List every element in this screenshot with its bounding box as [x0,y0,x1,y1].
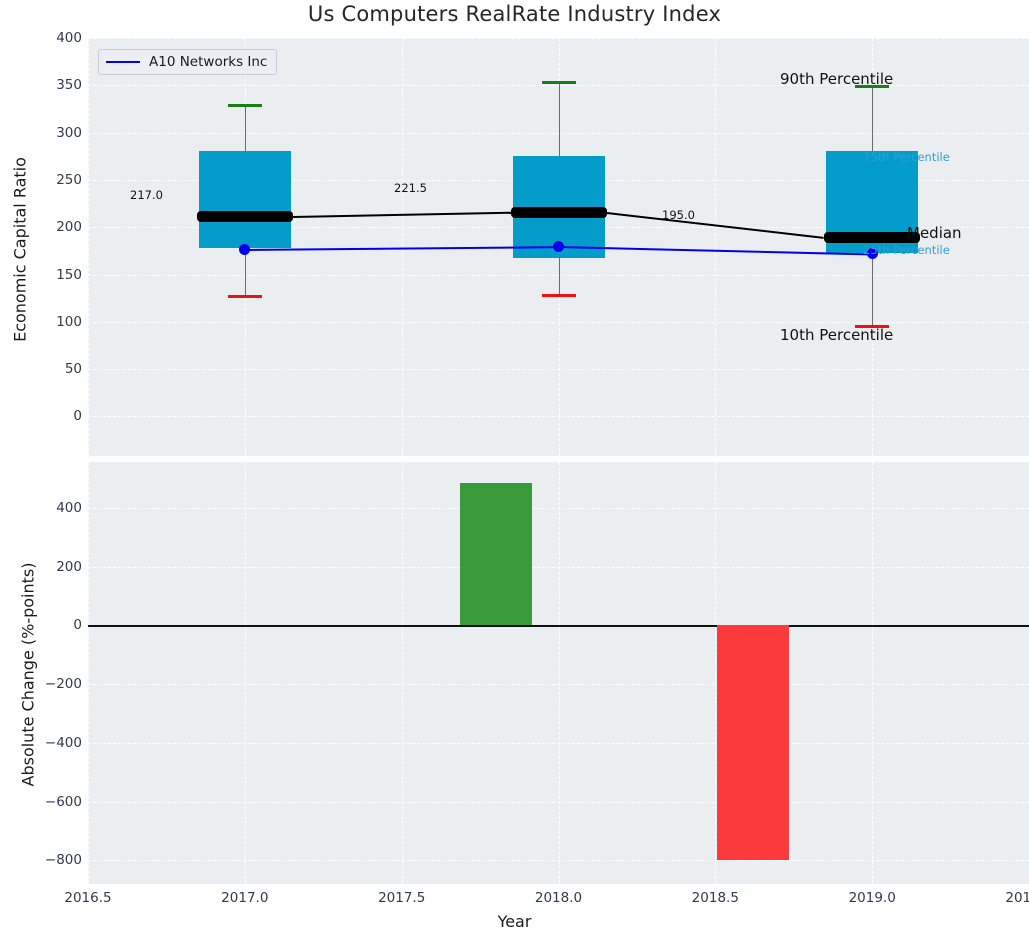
ytick-bottom-neg800: −800 [44,852,82,869]
ytick-top-400: 400 [56,30,82,46]
lower-plot-area [88,462,1029,884]
p90-cap-2017 [227,104,262,108]
gridline-chg-x-2019-0 [872,462,874,884]
p10-cap-2017 [227,294,262,298]
ytick-top-150: 150 [56,266,82,283]
box-2017 [198,150,291,249]
page-title: Us Computers RealRate Industry Index [307,2,722,26]
p10-cap-2018 [541,293,576,297]
median-bar-2017 [196,211,293,223]
median-bar-2018 [510,207,607,219]
gridline-chg-x-2018-0 [558,462,560,884]
gridline-x-2016-5 [88,38,89,456]
xtick-2016-5: 2016.5 [64,890,112,906]
xtick-2017-0: 2017.0 [221,890,269,906]
ytick-bottom-400: 400 [56,500,82,516]
median-label-2018: 221.5 [394,181,427,195]
x-axis-label: Year [497,912,532,931]
xtick-2019-5: 2019.5 [1005,890,1029,906]
ytick-top-350: 350 [56,77,82,94]
xtick-2018-5: 2018.5 [691,890,739,906]
ytick-top-100: 100 [56,313,82,330]
change-bar-2019 [717,625,789,861]
ytick-top-0: 0 [73,408,82,425]
p90-cap-2018 [541,80,576,84]
xtick-2019-0: 2019.0 [848,890,896,906]
ytick-bottom-0: 0 [73,617,82,634]
series-point-2017 [239,243,251,255]
annotation-median: Median [907,224,962,242]
gridline-x-2017-5 [401,38,403,456]
ytick-top-50: 50 [64,361,82,378]
series-point-2019 [866,248,878,260]
series-point-2018 [553,240,564,252]
ytick-top-200: 200 [56,219,82,236]
annotation-25th-percentile: 25th Percentile [863,243,950,257]
median-label-2019: 195.0 [662,208,695,222]
ytick-bottom-neg400: −400 [44,734,82,751]
gridline-x-2018-5 [715,38,717,456]
ytick-bottom-neg600: −600 [44,793,82,810]
y-axis-label-bottom: Absolute Change (%-points) [18,562,38,787]
ytick-top-250: 250 [56,171,82,188]
y-axis-label-top: Economic Capital Ratio [10,157,30,342]
zero-baseline [88,625,1029,628]
ytick-bottom-neg200: −200 [44,676,82,693]
median-label-2017: 217.0 [130,188,163,202]
median-bar-2019 [824,232,921,244]
legend-label-a10-networks: A10 Networks Inc [149,54,268,70]
annotation-75th-percentile: 75th Percentile [863,150,950,164]
ytick-top-300: 300 [56,124,82,141]
gridline-chg-x-2017-5 [401,462,403,884]
ytick-bottom-200: 200 [56,558,82,575]
annotation-90th-percentile: 90th Percentile [780,70,894,88]
change-bar-2018 [460,482,532,626]
gridline-chg-x-2018-5 [715,462,717,884]
p90-cap-2019 [855,85,890,89]
legend-line-icon [106,61,140,63]
upper-plot-area: 217.0 221.5 195.0 90th Percentile 75th P… [88,38,1029,456]
xtick-2017-5: 2017.5 [378,890,426,906]
legend[interactable]: A10 Networks Inc [98,49,278,75]
p10-cap-2019 [855,324,890,328]
gridline-chg-x-2017-0 [244,462,246,884]
annotation-10th-percentile: 10th Percentile [780,326,894,344]
xtick-2018-0: 2018.0 [534,890,583,906]
gridline-chg-x-2016-5 [88,462,89,884]
